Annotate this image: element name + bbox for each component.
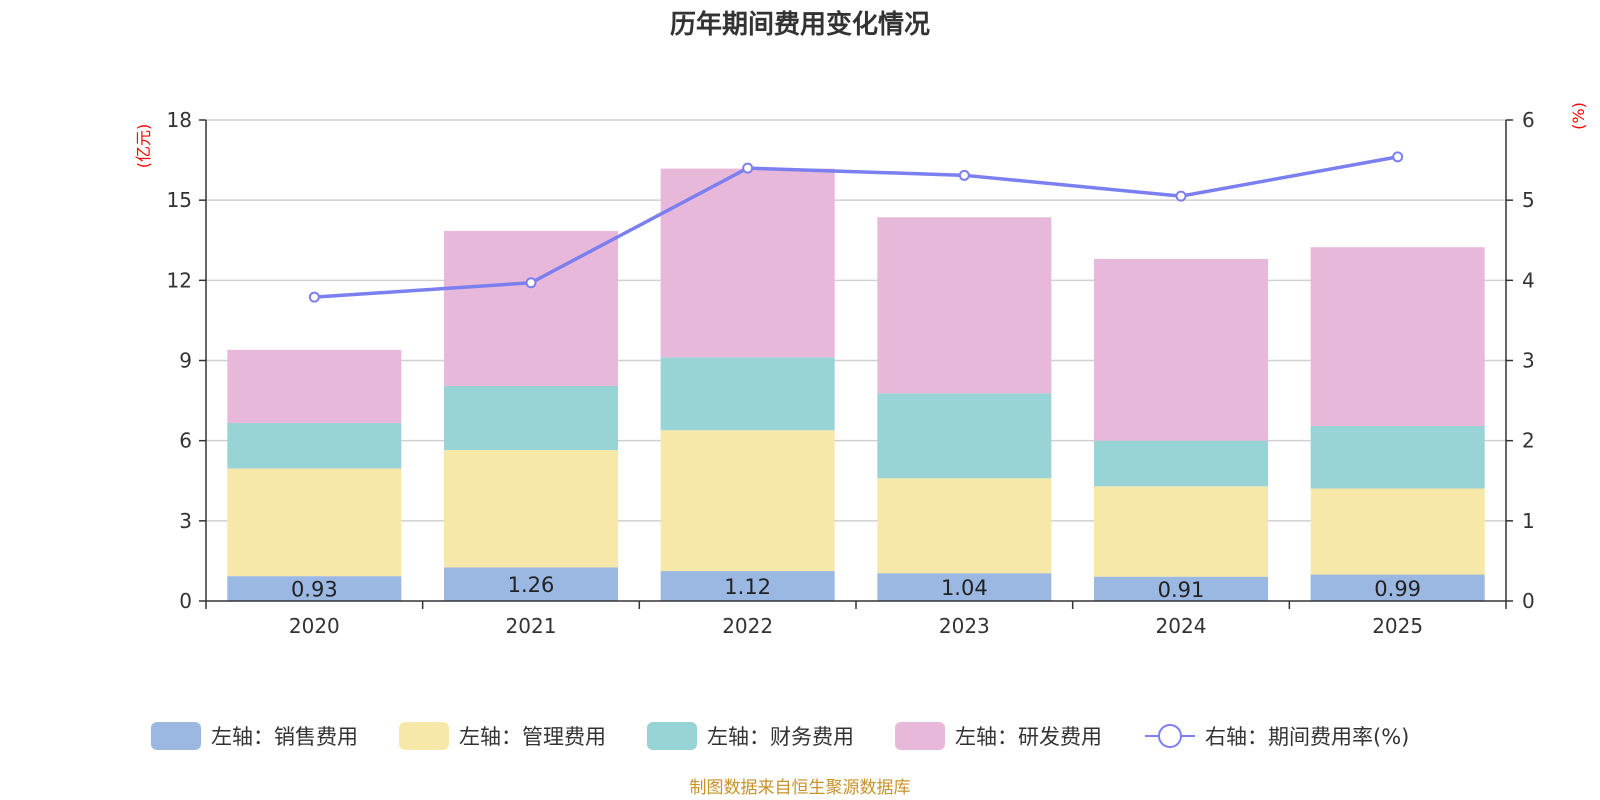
bar-segment: [227, 468, 402, 577]
bar-value-label: 0.99: [1374, 577, 1421, 601]
right-tick-label: 6: [1522, 108, 1535, 132]
bar-segment: [444, 450, 618, 568]
right-axis-unit: (%): [1569, 102, 1588, 130]
rate-point: [308, 291, 320, 303]
right-tick-label: 5: [1522, 188, 1535, 212]
rate-point: [958, 169, 970, 181]
legend-label: 左轴：财务费用: [707, 725, 854, 749]
x-tick-label: 2020: [289, 614, 340, 638]
right-tick-label: 2: [1522, 429, 1535, 453]
bar-value-label: 1.12: [724, 575, 771, 599]
bars: [227, 168, 1485, 601]
legend: 左轴：销售费用 左轴：管理费用 左轴：财务费用 左轴：研发费用 右轴：期间费用率(%): [151, 722, 1409, 750]
legend-label: 右轴：期间费用率(%): [1205, 725, 1409, 749]
left-tick-label: 9: [179, 349, 192, 373]
left-tick-label: 0: [179, 589, 192, 613]
bar-segment: [444, 230, 618, 386]
right-tick-label: 3: [1522, 349, 1535, 373]
left-axis-unit: (亿元): [134, 124, 153, 169]
bar-segment: [877, 573, 1052, 601]
x-tick-label: 2024: [1156, 614, 1207, 638]
bar-segment: [227, 349, 402, 424]
bar-segment: [877, 478, 1052, 574]
bar-segment: [877, 217, 1052, 394]
bar-segment: [227, 423, 402, 469]
legend-label: 左轴：研发费用: [955, 725, 1102, 749]
bar-segment: [227, 576, 402, 601]
bar-segment: [1094, 440, 1268, 487]
bar-segment: [444, 567, 618, 601]
legend-swatch: [895, 722, 945, 750]
bar-segment: [444, 385, 618, 451]
legend-marker: [1158, 724, 1182, 748]
bar-segment: [877, 393, 1052, 479]
bar-segment: [1310, 425, 1485, 489]
rate-line-path: [314, 155, 1398, 299]
chart-title: 历年期间费用变化情况: [670, 9, 930, 40]
left-tick-label: 6: [179, 429, 192, 453]
bar-segment: [660, 168, 835, 358]
bar-segment: [1094, 486, 1268, 577]
left-tick-label: 3: [179, 509, 192, 533]
bar-segment: [660, 357, 835, 431]
bar-segment: [1310, 574, 1485, 601]
legend-label: 左轴：销售费用: [211, 725, 358, 749]
rate-point: [1392, 151, 1404, 163]
bar-segment: [1310, 247, 1485, 426]
bar-segment: [660, 430, 835, 572]
data-labels: 0.93 1.26 1.12 1.04 0.91 0.99: [291, 573, 1421, 602]
legend-label: 左轴：管理费用: [459, 725, 606, 749]
rate-point: [1175, 190, 1187, 202]
gridlines: [206, 119, 1506, 522]
x-tick-label: 2022: [722, 614, 773, 638]
rate-point: [525, 277, 537, 289]
bar-value-label: 1.26: [508, 573, 555, 597]
rate-line: [308, 151, 1404, 303]
bar-segment: [1094, 576, 1268, 601]
left-tick-label: 18: [167, 108, 192, 132]
bar-segment: [1094, 258, 1268, 441]
bar-segment: [660, 571, 835, 601]
bar-value-label: 0.91: [1158, 578, 1205, 602]
legend-swatch: [151, 722, 201, 750]
x-tick-label: 2025: [1372, 614, 1423, 638]
legend-swatch: [647, 722, 697, 750]
right-tick-label: 1: [1522, 509, 1535, 533]
bar-value-label: 1.04: [941, 576, 988, 600]
x-tick-label: 2023: [939, 614, 990, 638]
right-tick-label: 4: [1522, 268, 1535, 292]
right-tick-label: 0: [1522, 589, 1535, 613]
x-tick-label: 2021: [506, 614, 557, 638]
legend-swatch: [399, 722, 449, 750]
source-note: 制图数据来自恒生聚源数据库: [690, 778, 911, 798]
rate-point: [742, 162, 754, 174]
left-tick-label: 12: [167, 268, 192, 292]
bar-value-label: 0.93: [291, 578, 338, 602]
left-tick-label: 15: [167, 188, 192, 212]
bar-segment: [1310, 488, 1485, 575]
